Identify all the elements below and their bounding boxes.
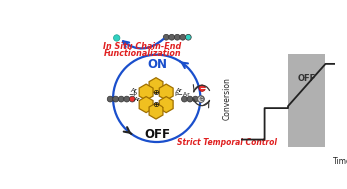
Circle shape (187, 96, 193, 102)
Circle shape (113, 35, 120, 41)
Circle shape (193, 96, 198, 102)
Text: ⊕: ⊕ (153, 88, 160, 97)
Circle shape (174, 34, 180, 40)
Text: Functionalization: Functionalization (103, 50, 181, 58)
Circle shape (163, 34, 169, 40)
Text: Time: Time (333, 157, 347, 166)
Text: Ar: Ar (130, 88, 137, 93)
Circle shape (107, 96, 113, 102)
Polygon shape (159, 84, 173, 100)
Polygon shape (139, 97, 153, 113)
Text: P−Ar: P−Ar (174, 92, 190, 97)
Polygon shape (149, 78, 163, 94)
Text: Ar: Ar (175, 88, 182, 93)
Circle shape (180, 34, 186, 40)
Text: Conversion: Conversion (223, 77, 231, 120)
Text: In Situ Chain-End: In Situ Chain-End (103, 42, 181, 51)
Circle shape (169, 34, 175, 40)
Polygon shape (159, 97, 173, 113)
Text: OFF: OFF (298, 74, 316, 83)
Text: ⊕: ⊕ (198, 96, 204, 102)
Circle shape (199, 85, 205, 91)
Circle shape (124, 96, 130, 102)
Text: Strict Temporal Control: Strict Temporal Control (177, 138, 277, 147)
Text: Ar: Ar (133, 97, 140, 101)
Circle shape (113, 96, 119, 102)
Text: −: − (198, 84, 206, 93)
Text: ON: ON (147, 58, 168, 71)
Text: −P: −P (128, 92, 137, 97)
Polygon shape (149, 103, 163, 119)
Circle shape (185, 34, 191, 40)
Polygon shape (139, 84, 153, 100)
Text: OFF: OFF (144, 128, 170, 140)
Circle shape (118, 96, 124, 102)
Text: ⊕: ⊕ (153, 100, 160, 109)
Circle shape (198, 96, 204, 102)
Circle shape (181, 96, 187, 102)
Bar (288, 54, 325, 147)
Circle shape (129, 96, 135, 102)
